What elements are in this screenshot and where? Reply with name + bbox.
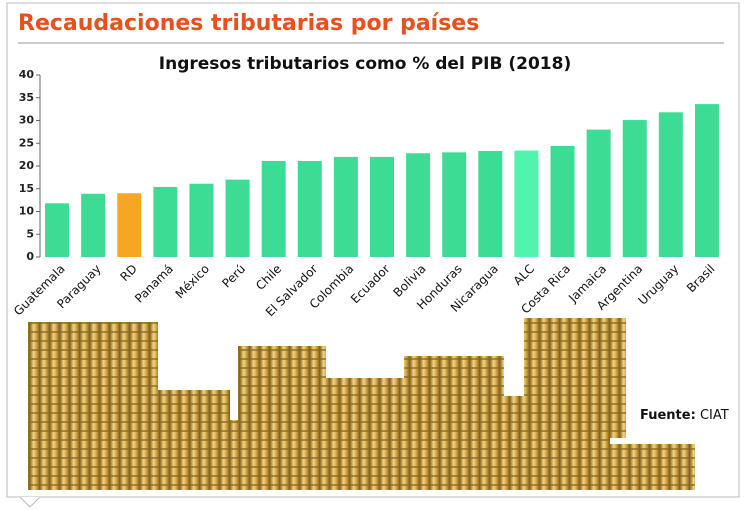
bar: [550, 145, 575, 257]
frame-pointer: [19, 496, 41, 508]
bar: [225, 179, 250, 257]
source: Fuente: CIAT: [640, 408, 729, 423]
bar: [261, 160, 286, 257]
y-tick-label: 0: [26, 250, 34, 263]
source-text: CIAT: [700, 408, 729, 423]
coins: [28, 318, 695, 490]
bar: [370, 156, 394, 257]
y-tick-label: 20: [19, 159, 35, 172]
y-tick-label: 40: [19, 68, 35, 81]
bar: [694, 104, 719, 258]
coin-stack: [524, 318, 626, 438]
bar: [622, 120, 647, 257]
bar: [406, 153, 431, 257]
bar: [81, 193, 106, 257]
bar: [658, 112, 683, 257]
y-tick-label: 10: [19, 205, 35, 218]
y-tick-label: 30: [19, 114, 35, 127]
bar: [117, 193, 142, 257]
bar: [45, 203, 70, 257]
y-tick-label: 5: [26, 227, 34, 240]
chart-title: Ingresos tributarios como % del PIB (201…: [159, 54, 571, 74]
bar: [478, 150, 503, 257]
coin-stack: [150, 390, 230, 490]
bar: [333, 156, 358, 257]
bar: [297, 160, 322, 257]
bar: [514, 150, 539, 257]
coin-stack: [28, 322, 158, 490]
bar: [189, 183, 214, 257]
coin-stack: [310, 378, 420, 490]
bar: [153, 186, 178, 257]
coin-stack: [570, 444, 695, 490]
source-label: Fuente:: [640, 408, 696, 423]
y-tick-label: 25: [19, 136, 34, 149]
bar: [586, 129, 611, 257]
y-tick-label: 15: [19, 182, 34, 195]
header-title: Recaudaciones tributarias por países: [18, 11, 479, 36]
bar: [442, 152, 467, 257]
y-tick-label: 35: [19, 91, 34, 104]
